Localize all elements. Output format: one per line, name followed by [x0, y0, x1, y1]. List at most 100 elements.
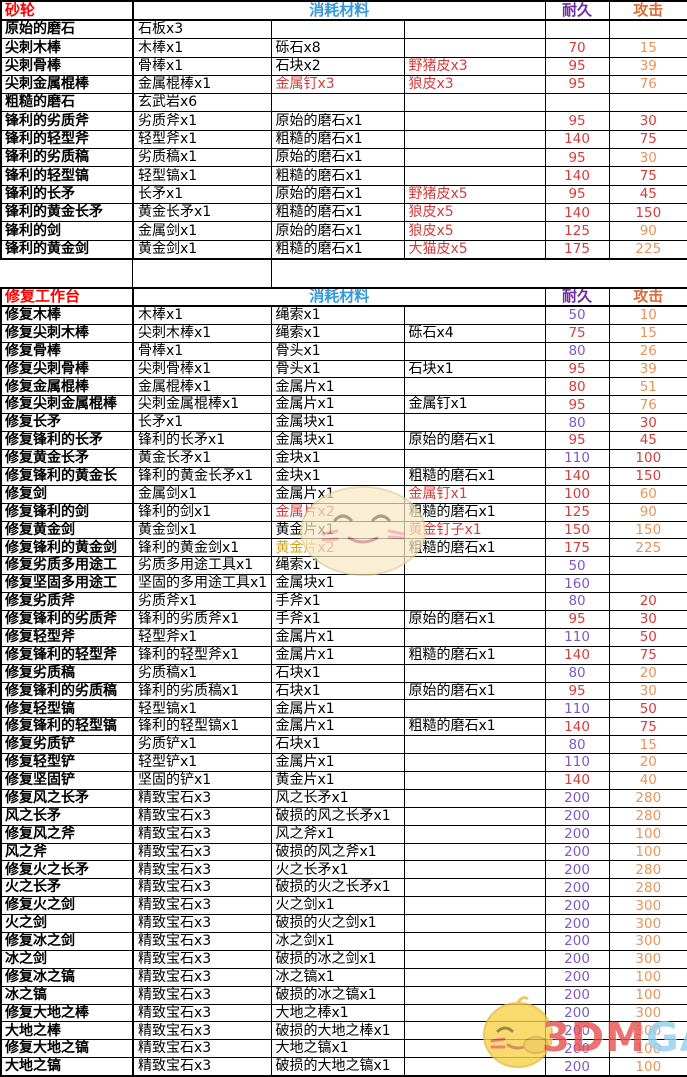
grinding-wheel-header-row: 砂轮 消耗材料 耐久 攻击 — [0, 0, 687, 21]
table-row: 修复黄金剑 黄金剑x1 黄金片x1 黄金钉子x1 150 150 — [0, 520, 687, 540]
item-name-cell: 修复骨棒 — [0, 341, 134, 361]
item-name-cell: 大地之镐 — [0, 1057, 134, 1077]
durability-cell: 140 — [544, 166, 610, 186]
materials-header: 消耗材料 — [132, 0, 546, 21]
material-cell: 绳索x1 — [270, 305, 405, 325]
attack-cell: 50 — [608, 699, 687, 719]
item-name-cell: 火之长矛 — [0, 878, 134, 898]
table-row: 修复锋利的剑 锋利的剑x1 金属片x2 粗糙的磨石x1 125 90 — [0, 502, 687, 522]
material-cell: 金属剑x1 — [132, 221, 272, 241]
table-row: 修复火之长矛 精致宝石x3 火之长矛x1 200 280 — [0, 860, 687, 880]
attack-cell: 76 — [608, 74, 687, 95]
durability-cell: 200 — [544, 842, 610, 862]
material-cell — [403, 129, 546, 150]
durability-cell: 200 — [544, 932, 610, 951]
material-cell: 骨头x1 — [270, 341, 405, 361]
material-cell: 精致宝石x3 — [132, 842, 272, 862]
material-cell: 野猪皮x5 — [403, 184, 546, 204]
material-cell — [403, 932, 546, 951]
material-cell: 原始的磨石x1 — [270, 184, 405, 204]
durability-cell: 110 — [544, 627, 610, 647]
attack-cell: 75 — [608, 717, 687, 737]
attack-cell: 39 — [608, 359, 687, 379]
grinding-wheel-title: 砂轮 — [0, 0, 134, 21]
table-row: 粗糙的磨石 玄武岩x6 — [0, 93, 687, 113]
material-cell: 精致宝石x3 — [132, 824, 272, 844]
attack-cell: 75 — [608, 129, 687, 150]
separator-gridline — [271, 259, 272, 287]
attack-header: 攻击 — [608, 0, 687, 21]
attack-cell: 100 — [608, 1057, 687, 1077]
attack-cell — [608, 574, 687, 594]
durability-cell: 200 — [544, 914, 610, 934]
material-cell: 金属片x1 — [270, 377, 405, 397]
durability-cell: 140 — [544, 717, 610, 737]
item-name-cell: 火之剑 — [0, 914, 134, 934]
attack-cell: 75 — [608, 645, 687, 665]
item-name-cell: 修复火之剑 — [0, 896, 134, 916]
item-name-cell: 修复黄金剑 — [0, 520, 134, 540]
attack-cell: 26 — [608, 341, 687, 361]
material-cell: 粗糙的磨石x1 — [403, 645, 546, 665]
materials-header: 消耗材料 — [132, 287, 546, 307]
durability-cell — [544, 19, 610, 40]
durability-cell: 200 — [544, 1021, 610, 1041]
table-row: 大地之棒 精致宝石x3 破损的大地之棒x1 200 300 — [0, 1021, 687, 1041]
attack-cell: 280 — [608, 878, 687, 898]
material-cell: 尖刺骨棒x1 — [132, 359, 272, 379]
attack-cell: 60 — [608, 484, 687, 504]
material-cell: 金属片x1 — [270, 484, 405, 504]
material-cell: 锋利的轻型斧x1 — [132, 645, 272, 665]
durability-cell: 95 — [544, 184, 610, 204]
item-name-cell: 大地之棒 — [0, 1021, 134, 1041]
table-row: 修复木棒 木棒x1 绳索x1 50 10 — [0, 305, 687, 325]
separator-gridline — [132, 259, 133, 287]
item-name-cell: 修复长矛 — [0, 413, 134, 433]
material-cell: 金属棍棒x1 — [132, 377, 272, 397]
material-cell: 长矛x1 — [132, 413, 272, 433]
material-cell — [403, 788, 546, 808]
material-cell: 火之长矛x1 — [270, 860, 405, 880]
durability-cell: 200 — [544, 967, 610, 987]
material-cell: 金属片x1 — [270, 717, 405, 737]
item-name-cell: 尖刺骨棒 — [0, 56, 134, 76]
material-cell — [270, 19, 405, 40]
attack-cell: 100 — [608, 824, 687, 844]
material-cell — [403, 699, 546, 719]
material-cell: 粗糙的磨石x1 — [403, 538, 546, 558]
material-cell: 轻型斧x1 — [132, 627, 272, 647]
attack-cell: 225 — [608, 538, 687, 558]
material-cell: 粗糙的磨石x1 — [270, 239, 405, 260]
item-name-cell: 锋利的劣质斧 — [0, 111, 134, 131]
attack-cell: 300 — [608, 914, 687, 934]
attack-cell: 300 — [608, 1003, 687, 1023]
material-cell — [403, 38, 546, 58]
material-cell: 劣质斧x1 — [132, 592, 272, 611]
item-name-cell: 修复劣质斧 — [0, 592, 134, 611]
item-name-cell: 修复轻型铲 — [0, 753, 134, 773]
durability-cell: 200 — [544, 1003, 610, 1023]
durability-cell: 70 — [544, 38, 610, 58]
material-cell: 黄金长矛x1 — [132, 202, 272, 223]
material-cell: 原始的磨石x1 — [403, 681, 546, 701]
durability-cell: 200 — [544, 860, 610, 880]
material-cell: 风之斧x1 — [270, 824, 405, 844]
durability-cell: 110 — [544, 753, 610, 773]
material-cell: 金属片x1 — [270, 645, 405, 665]
item-name-cell: 锋利的劣质稿 — [0, 148, 134, 168]
material-cell: 劣质稿x1 — [132, 148, 272, 168]
material-cell: 绳索x1 — [270, 556, 405, 576]
attack-cell: 45 — [608, 184, 687, 204]
material-cell: 金属剑x1 — [132, 484, 272, 504]
material-cell — [403, 448, 546, 468]
material-cell: 粗糙的磨石x1 — [270, 129, 405, 150]
material-cell: 精致宝石x3 — [132, 860, 272, 880]
durability-cell: 80 — [544, 413, 610, 433]
durability-cell: 95 — [544, 395, 610, 415]
attack-cell: 280 — [608, 806, 687, 826]
material-cell: 骨棒x1 — [132, 56, 272, 76]
table-row: 修复锋利的轻型镐 锋利的轻型镐x1 金属片x1 粗糙的磨石x1 140 75 — [0, 717, 687, 737]
material-cell — [403, 824, 546, 844]
attack-cell: 20 — [608, 663, 687, 683]
table-row: 锋利的剑 金属剑x1 原始的磨石x1 狼皮x5 125 90 — [0, 221, 687, 241]
